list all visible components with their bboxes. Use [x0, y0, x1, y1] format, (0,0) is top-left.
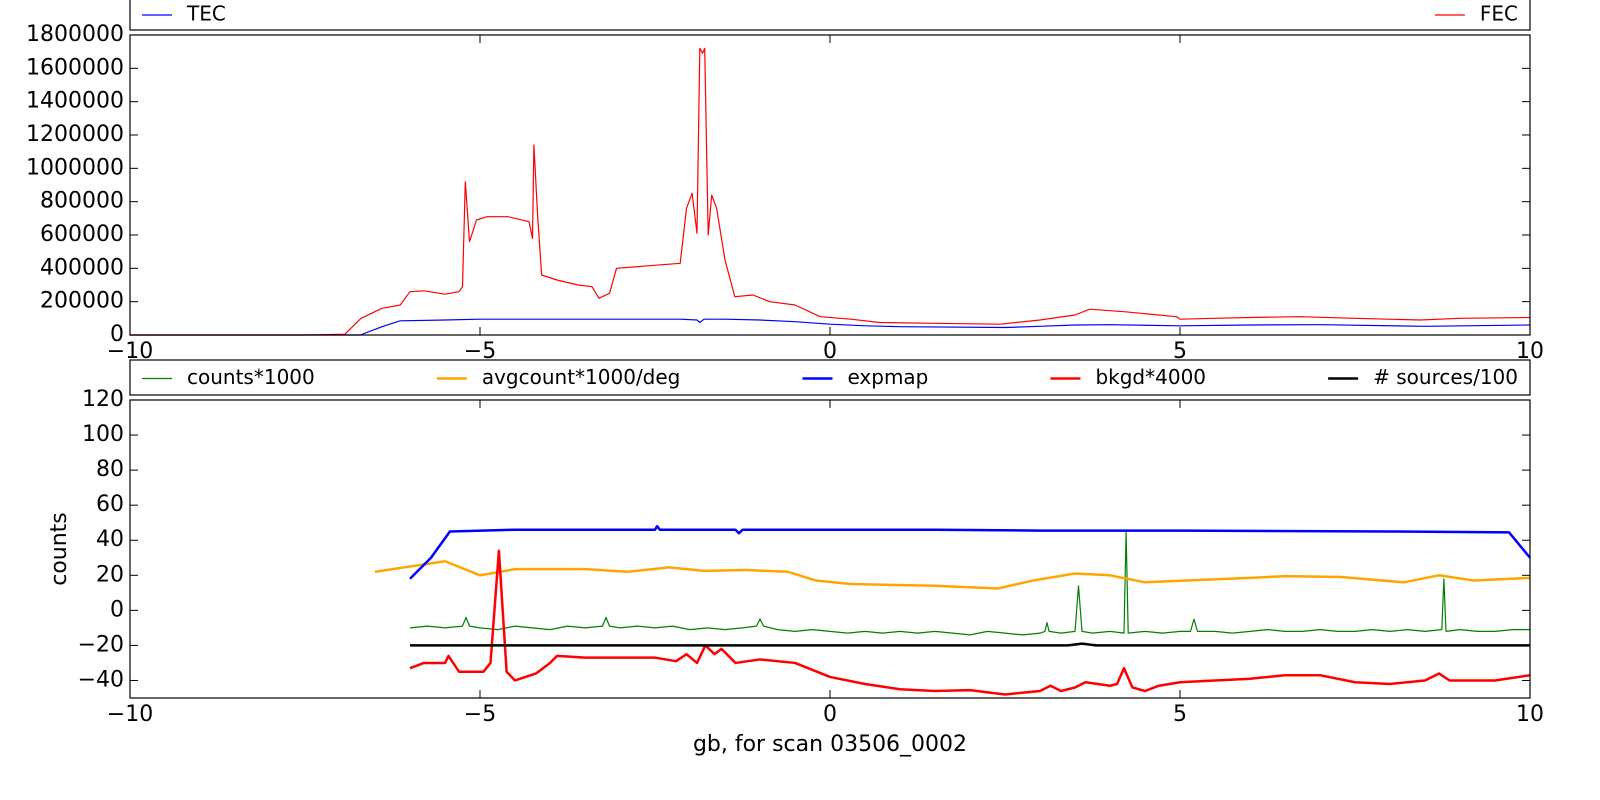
y-tick-label: 1200000 [26, 122, 124, 147]
x-tick-label: 0 [823, 339, 837, 364]
y-tick-label: 120 [82, 387, 124, 412]
plot-frame [129, 399, 1531, 699]
x-tick-label: −10 [107, 702, 153, 727]
y-tick-label: −40 [78, 667, 124, 692]
y-tick-label: 1600000 [26, 55, 124, 80]
y-tick-label: 0 [110, 322, 124, 347]
data-line [374, 560, 1531, 590]
legend-label: TEC [186, 2, 226, 26]
y-tick-label: 800000 [40, 189, 124, 214]
x-tick-label: 5 [1173, 702, 1187, 727]
y-tick-label: −20 [78, 632, 124, 657]
y-tick-label: 600000 [40, 222, 124, 247]
y-tick-label: 60 [96, 492, 124, 517]
data-line [409, 524, 1531, 580]
y-tick-label: 1400000 [26, 89, 124, 114]
data-line [130, 318, 1531, 336]
data-line [410, 642, 1530, 647]
y-tick-label: 100 [82, 422, 124, 447]
x-tick-label: 0 [823, 702, 837, 727]
legend-box [129, 359, 1531, 396]
x-tick-label: 5 [1173, 339, 1187, 364]
plot-frame [129, 34, 1531, 336]
data-line [409, 530, 1530, 636]
legend-label: bkgd*4000 [1095, 365, 1206, 389]
data-line [409, 549, 1531, 696]
legend-label: # sources/100 [1373, 365, 1518, 389]
y-tick-label: 1000000 [26, 155, 124, 180]
y-tick-label: 80 [96, 457, 124, 482]
y-tick-label: 40 [96, 527, 124, 552]
legend-label: expmap [847, 365, 928, 389]
legend-label: FEC [1480, 2, 1518, 26]
y-tick-label: 400000 [40, 255, 124, 280]
legend-label: avgcount*1000/deg [482, 365, 681, 389]
x-tick-label: 10 [1516, 702, 1544, 727]
y-tick-label: 20 [96, 562, 124, 587]
x-tick-label: −5 [464, 702, 496, 727]
y-tick-label: 200000 [40, 289, 124, 314]
y-tick-label: 0 [110, 597, 124, 622]
y-tick-label: 1800000 [26, 22, 124, 47]
legend-label: counts*1000 [187, 365, 315, 389]
legend-box [129, 0, 1531, 31]
y-axis-label: counts [47, 512, 72, 586]
data-line [130, 47, 1531, 336]
x-axis-label: gb, for scan 03506_0002 [693, 732, 967, 757]
